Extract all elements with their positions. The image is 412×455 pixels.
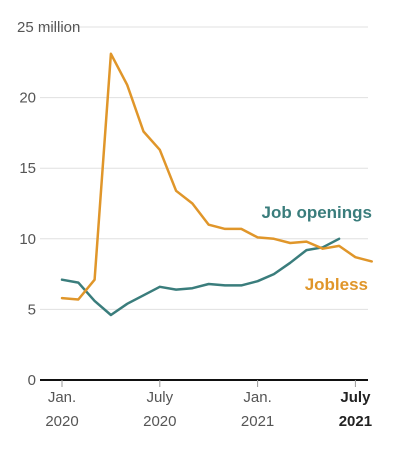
x-tick-label-year: 2020	[45, 413, 78, 430]
x-tick-label-month: Jan.	[48, 389, 76, 406]
x-tick-label-month: July	[146, 389, 173, 406]
series-layer	[60, 52, 373, 317]
y-axis-unit-label: 25 million	[17, 19, 80, 36]
x-tick-label-year: 2021	[241, 413, 274, 430]
series-line-job-openings	[60, 237, 341, 317]
y-tick-label: 10	[19, 231, 36, 248]
y-tick-label: 15	[19, 160, 36, 177]
x-tick-label-year: 2021	[339, 413, 372, 430]
x-tick-label-month: Jan.	[243, 389, 271, 406]
label-layer: 0 5 10 15 20 25 million Jan. 2020 July 2020 Jan. 20…	[17, 19, 372, 430]
axis-layer	[40, 379, 368, 387]
series-label-jobless: Jobless	[305, 275, 368, 294]
x-tick-label-month: July	[340, 389, 371, 406]
series-label-job-openings: Job openings	[262, 203, 373, 222]
y-tick-label: 5	[28, 301, 36, 318]
x-tick-label-year: 2020	[143, 413, 176, 430]
grid-layer	[40, 26, 368, 310]
series-line-jobless	[60, 52, 373, 301]
y-tick-label: 0	[28, 372, 36, 389]
y-tick-label: 20	[19, 90, 36, 107]
